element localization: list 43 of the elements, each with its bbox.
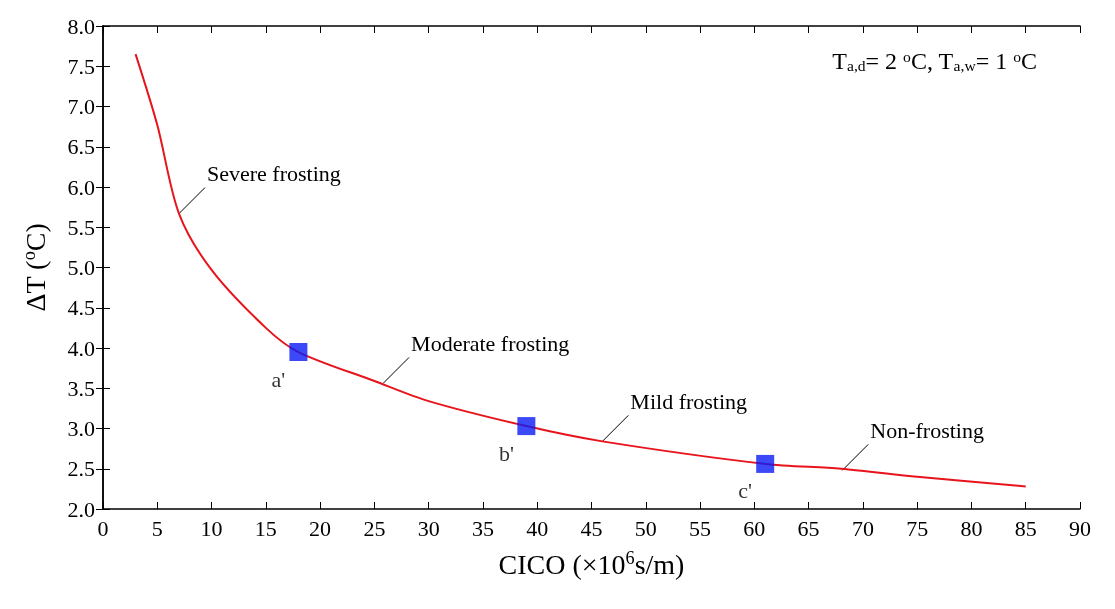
y-tick-label: 5.5	[67, 214, 95, 240]
x-tick-label: 10	[200, 515, 223, 541]
y-tick-label: 6.0	[67, 174, 95, 200]
x-tick-label: 20	[309, 515, 332, 541]
y-tick-label: 2.5	[67, 456, 95, 482]
y-tick-label: 3.5	[67, 375, 95, 401]
x-tick-label: 5	[151, 515, 163, 541]
x-tick-label: 55	[689, 515, 712, 541]
y-tick-label: 6.5	[67, 134, 95, 160]
x-tick-label: 0	[97, 515, 109, 541]
x-tick-label: 35	[471, 515, 494, 541]
y-tick-label: 8.0	[67, 13, 95, 39]
y-tick-label: 3.0	[67, 416, 95, 441]
x-tick-label: 25	[363, 515, 386, 541]
x-tick-label: 85	[1014, 515, 1037, 541]
point	[517, 417, 536, 436]
annotation: Moderate frosting	[411, 330, 570, 356]
x-tick-label: 65	[797, 515, 820, 541]
y-tick-label: 7.5	[67, 53, 95, 79]
y-tick-label: 4.0	[67, 335, 95, 361]
x-tick-label: 60	[743, 515, 766, 541]
x-tick-label: 70	[851, 515, 874, 541]
annotation: Severe frosting	[206, 161, 341, 187]
x-tick-label: 90	[1069, 515, 1091, 541]
point	[289, 343, 308, 362]
x-tick-label: 80	[960, 515, 983, 541]
x-tick-label: 40	[526, 515, 549, 541]
point	[756, 454, 775, 473]
y-axis-title: ΔT (oC)	[19, 223, 52, 312]
x-tick-label: 75	[906, 515, 929, 541]
x-tick-label: 15	[254, 515, 277, 541]
y-tick-label: 2.0	[67, 496, 95, 522]
y-tick-label: 7.0	[67, 94, 95, 119]
x-tick-label: 45	[580, 515, 603, 541]
data-label: c'	[738, 478, 753, 504]
data-label: b'	[498, 440, 514, 466]
y-tick-label: 4.5	[67, 295, 95, 321]
y-tick-label: 5.0	[67, 255, 95, 280]
annotation: Non-frosting	[870, 417, 984, 443]
data-label: a'	[271, 366, 286, 392]
annotation: Mild frosting	[630, 388, 748, 414]
x-tick-label: 50	[634, 515, 657, 541]
x-tick-label: 30	[417, 515, 440, 541]
